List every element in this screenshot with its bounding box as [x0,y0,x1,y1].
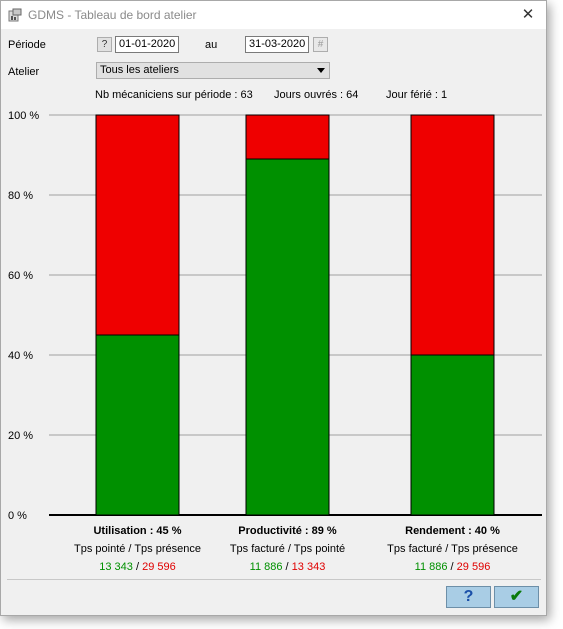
chevron-down-icon [317,68,325,73]
y-tick-label: 20 % [8,430,33,442]
y-tick-label: 100 % [8,110,39,122]
bar-segment-value [411,355,494,515]
y-tick-label: 80 % [8,190,33,202]
title-bar: GDMS - Tableau de bord atelier ✕ [1,1,546,29]
close-button[interactable]: ✕ [516,4,540,26]
period-help-button[interactable]: ? [97,37,112,52]
dashboard-chart: 0 % 20 % 40 % 60 % 80 % 100 % Utilisation : 4… [8,110,542,573]
numerator-value: 11 886 [250,561,286,573]
bar-caption: Productivité : 89 % [238,525,337,537]
bar-outline [410,114,495,516]
stat-mechanics: Nb mécaniciens sur période : 63 [95,89,253,101]
window-title: GDMS - Tableau de bord atelier [28,8,197,22]
bar-ratio-values: 11 886 / 29 596 [415,561,491,573]
bar-segment-remaining [246,115,329,159]
denominator-value: 29 596 [142,561,176,573]
period-from-field[interactable]: 01-01-2020 [115,36,179,53]
stat-working-days: Jours ouvrés : 64 [274,89,359,101]
ratio-slash: / [451,561,457,573]
bar-outline [245,114,330,516]
help-icon: ? [463,588,474,605]
workshop-select[interactable]: Tous les ateliers [96,62,330,79]
period-separator: au [205,39,218,51]
bar-layer [95,114,495,516]
bar-segment-value [96,335,179,515]
bar-outline [95,114,180,516]
bar-segment-remaining [96,115,179,335]
bar-ratio-label: Tps pointé / Tps présence [74,543,201,555]
y-tick-label: 60 % [8,270,33,282]
bar-segment-remaining [411,115,494,355]
bar-ratio-label: Tps facturé / Tps pointé [230,543,345,555]
ok-button[interactable]: ✔ [494,586,539,608]
period-label: Période [8,39,46,51]
check-icon: ✔ [509,588,524,605]
period-to-field[interactable]: 31-03-2020 [245,36,309,53]
stat-holiday: Jour férié : 1 [386,89,448,101]
workshop-select-value: Tous les ateliers [100,64,179,76]
ytick-layer: 0 % 20 % 40 % 60 % 80 % 100 % [8,110,39,522]
y-tick-label: 40 % [8,350,33,362]
footer-bar: ? ✔ [7,579,541,611]
close-icon: ✕ [521,6,535,23]
bar-segment-value [246,159,329,515]
numerator-value: 11 886 [415,561,451,573]
caption-layer: Utilisation : 45 % Tps pointé / Tps prése… [74,525,518,573]
bar-caption: Utilisation : 45 % [93,525,181,537]
denominator-value: 29 596 [457,561,491,573]
workshop-label: Atelier [8,66,40,78]
dashboard-window: GDMS - Tableau de bord atelier ✕ Période… [0,0,547,616]
bar-ratio-values: 13 343 / 29 596 [99,561,175,573]
ratio-slash: / [136,561,142,573]
calendar-button[interactable]: # [313,37,328,52]
bar-caption: Rendement : 40 % [405,525,500,537]
ratio-slash: / [286,561,292,573]
bar-ratio-values: 11 886 / 13 343 [250,561,326,573]
bar-ratio-label: Tps facturé / Tps présence [387,543,518,555]
numerator-value: 13 343 [99,561,136,573]
y-tick-label: 0 % [8,510,27,522]
help-button[interactable]: ? [446,586,491,608]
denominator-value: 13 343 [292,561,326,573]
app-icon [8,8,22,22]
